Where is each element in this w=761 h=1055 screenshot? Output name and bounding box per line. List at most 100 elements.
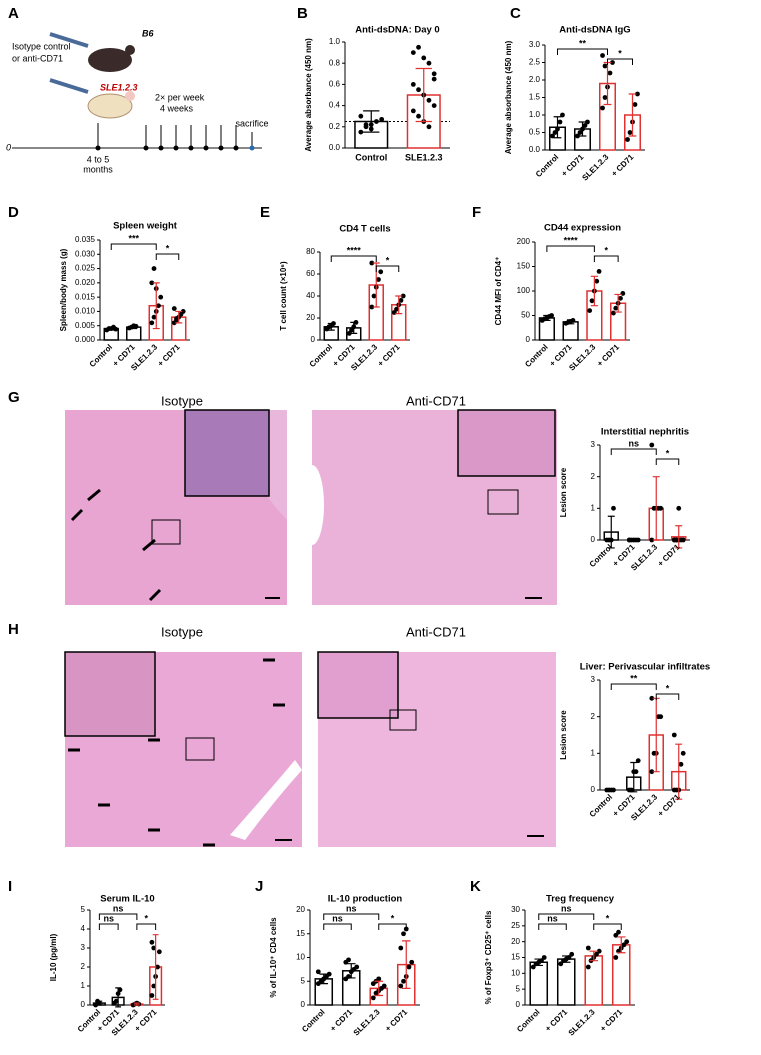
inset [457, 409, 556, 477]
y-axis-label: Spleen/body mass (g) [59, 248, 68, 331]
panel-g-images: G Isotype Anti-CD71 [8, 389, 557, 605]
data-point [370, 995, 376, 1001]
error-bar [616, 936, 626, 954]
image-title: Isotype [161, 393, 203, 408]
strain-label: B6 [142, 28, 154, 38]
data-point [398, 945, 404, 951]
bar-chart: E CD4 T cells T cell count (×10⁶) 0 20 40 60 80… [260, 204, 410, 372]
y-tick-label: 0.020 [75, 278, 96, 287]
significance-label: * [606, 913, 610, 923]
y-axis-label: T cell count (×10⁶) [279, 261, 288, 331]
data-point [431, 103, 437, 108]
data-point [158, 294, 164, 300]
y-tick-label: 60 [306, 269, 315, 278]
data-point [575, 133, 580, 139]
data-point [398, 983, 404, 989]
data-point [621, 942, 627, 948]
error-bar [133, 1002, 140, 1006]
y-tick-label: 0.035 [75, 235, 96, 244]
significance-label: * [666, 448, 670, 458]
data-point [156, 949, 162, 955]
significance-bracket [98, 913, 138, 920]
significance-label: ** [630, 673, 638, 683]
significance-label: ns [103, 913, 114, 923]
error-bar [628, 93, 637, 137]
data-point [149, 993, 155, 998]
data-point [616, 929, 621, 935]
significance-label: ns [346, 903, 357, 913]
error-bar [175, 310, 183, 324]
data-point [431, 76, 437, 82]
panel-h-images: H Isotype Anti-CD71 [8, 621, 556, 847]
chart-title: Interstitial nephritis [601, 427, 689, 438]
significance-label: * [386, 255, 390, 265]
y-tick-label: 5 [81, 905, 86, 914]
y-tick-label: 0.8 [329, 58, 341, 67]
significance-bracket [136, 923, 157, 930]
data-point [649, 695, 655, 701]
data-point [671, 732, 677, 738]
data-point [649, 442, 655, 448]
data-point [633, 769, 639, 775]
significance-bracket [323, 913, 380, 920]
data-point [426, 97, 432, 103]
error-bar [319, 973, 329, 985]
mouse-ear [125, 45, 135, 55]
schedule-text: 2× per week [155, 92, 205, 102]
y-tick-label: 0.0 [529, 145, 541, 154]
data-point [618, 295, 623, 301]
y-tick-label: 20 [306, 313, 315, 322]
data-point [613, 955, 619, 960]
y-tick-label: 0.005 [75, 321, 96, 330]
bar-chart: F CD44 expression CD44 MFI of CD4⁺ 0 50 100 15… [472, 204, 630, 372]
timeline-dot [95, 145, 101, 151]
inset-box [151, 519, 181, 545]
data-point [611, 505, 616, 511]
data-point [156, 303, 161, 309]
data-point [398, 298, 404, 303]
significance-label: * [144, 913, 148, 923]
data-point [589, 298, 595, 304]
x-tick-label: + CD71 [328, 1007, 354, 1033]
y-tick-label: 3.0 [529, 40, 541, 49]
significance-bracket [98, 923, 119, 930]
x-tick-label: + CD71 [598, 1007, 624, 1033]
chart-title: Anti-dsDNA IgG [559, 25, 630, 36]
data-point [369, 260, 375, 266]
inset-box [487, 489, 519, 515]
treatment-text: Isotype control [12, 41, 71, 51]
significance-bracket [607, 58, 633, 65]
y-tick-label: 0.000 [75, 335, 96, 344]
data-point [149, 320, 155, 326]
error-bar [589, 950, 599, 962]
y-tick-label: 3 [591, 440, 596, 449]
data-point [409, 959, 415, 965]
significance-bracket [546, 245, 595, 252]
error-bar [543, 314, 551, 321]
data-point [549, 313, 554, 318]
arrows [68, 658, 285, 847]
y-tick-label: 2.0 [529, 75, 541, 84]
data-point [346, 957, 351, 963]
data-point [594, 951, 599, 957]
data-point [587, 308, 593, 313]
bar-chart: C Anti-dsDNA IgG Average absorbance (450 n… [504, 5, 645, 182]
significance-label: **** [347, 245, 362, 255]
x-tick-label: Control [515, 1008, 541, 1034]
chart-title: Liver: Perivascular infiltrates [580, 662, 710, 673]
panel-letter: J [255, 878, 263, 895]
panel-letter: K [470, 878, 481, 895]
data-point [416, 44, 421, 50]
significance-label: ns [332, 913, 343, 923]
y-tick-label: 0 [301, 1000, 306, 1009]
image-title: Isotype [161, 624, 203, 639]
data-point [113, 998, 119, 1004]
significance-label: * [666, 683, 670, 693]
y-tick-label: 10 [511, 968, 520, 977]
vessel [230, 760, 302, 840]
y-tick-label: 0.030 [75, 249, 96, 258]
error-bar [350, 321, 358, 334]
significance-bracket [610, 448, 657, 455]
significance-bracket [375, 265, 400, 272]
